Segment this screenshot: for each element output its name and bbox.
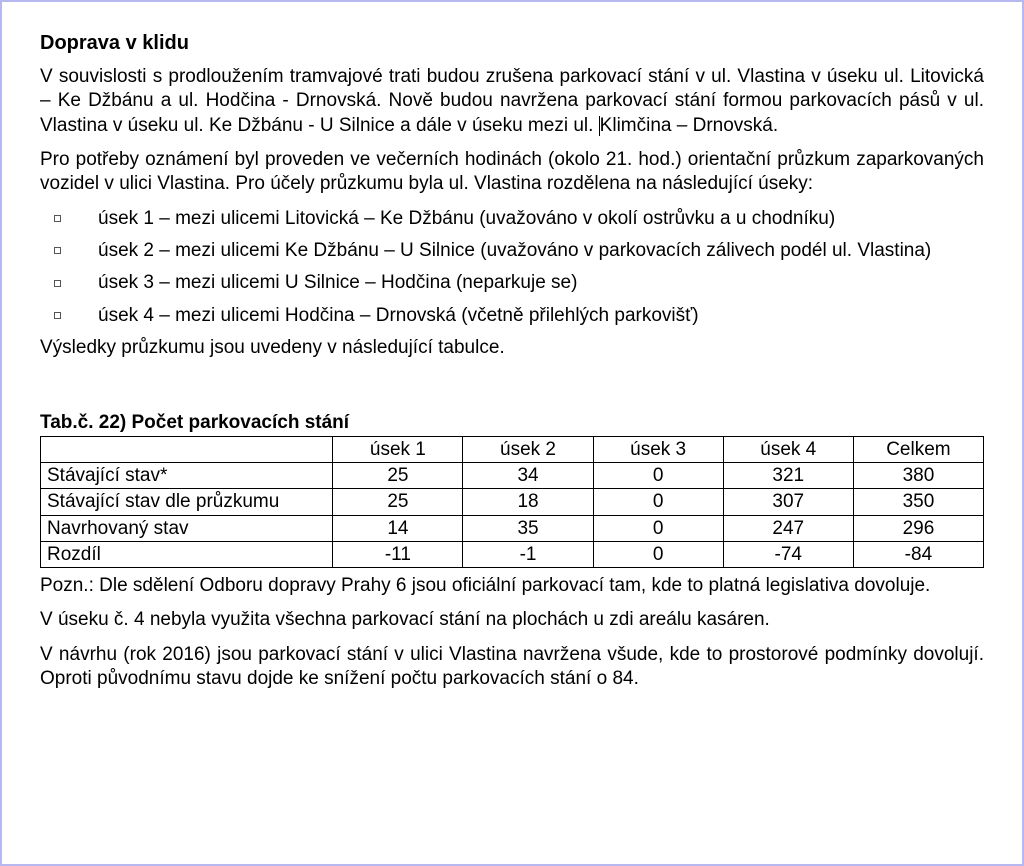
paragraph-1b: Klimčina – Drnovská. (600, 115, 778, 136)
table-cell: 0 (593, 541, 723, 567)
footnote-3: V návrhu (rok 2016) jsou parkovací stání… (40, 643, 984, 692)
table-row: Stávající stav dle průzkumu 25 18 0 307 … (41, 489, 984, 515)
square-bullet-icon (54, 280, 61, 287)
table-cell: 380 (853, 463, 983, 489)
table-header-row: úsek 1 úsek 2 úsek 3 úsek 4 Celkem (41, 437, 984, 463)
list-item: úsek 3 – mezi ulicemi U Silnice – Hodčin… (54, 271, 984, 295)
list-item-text: úsek 1 – mezi ulicemi Litovická – Ke Džb… (98, 208, 835, 229)
table-cell-label: Navrhovaný stav (41, 515, 333, 541)
table-cell: 0 (593, 515, 723, 541)
table-cell: 18 (463, 489, 593, 515)
list-item: úsek 1 – mezi ulicemi Litovická – Ke Džb… (54, 207, 984, 231)
table-cell-label: Rozdíl (41, 541, 333, 567)
list-item: úsek 4 – mezi ulicemi Hodčina – Drnovská… (54, 304, 984, 328)
table-cell: 350 (853, 489, 983, 515)
table-cell: 296 (853, 515, 983, 541)
paragraph-3: Výsledky průzkumu jsou uvedeny v následu… (40, 336, 984, 360)
paragraph-1a: V souvislosti s prodloužením tramvajové … (40, 66, 984, 136)
footnote-1: Pozn.: Dle sdělení Odboru dopravy Prahy … (40, 574, 984, 598)
section-list: úsek 1 – mezi ulicemi Litovická – Ke Džb… (40, 207, 984, 328)
list-item-text: úsek 3 – mezi ulicemi U Silnice – Hodčin… (98, 272, 577, 293)
table-cell: 307 (723, 489, 853, 515)
table-cell: 35 (463, 515, 593, 541)
table-cell: -84 (853, 541, 983, 567)
table-cell: 247 (723, 515, 853, 541)
table-header-cell: úsek 3 (593, 437, 723, 463)
table-cell: 25 (333, 489, 463, 515)
list-item-text: úsek 4 – mezi ulicemi Hodčina – Drnovská… (98, 305, 699, 326)
table-header-cell: úsek 4 (723, 437, 853, 463)
square-bullet-icon (54, 312, 61, 319)
table-cell: 321 (723, 463, 853, 489)
table-cell: 34 (463, 463, 593, 489)
table-caption: Tab.č. 22) Počet parkovacích stání (40, 412, 984, 434)
footnote-2: V úseku č. 4 nebyla využita všechna park… (40, 608, 984, 632)
section-heading: Doprava v klidu (40, 32, 984, 55)
square-bullet-icon (54, 215, 61, 222)
table-cell: 0 (593, 463, 723, 489)
table-header-cell: úsek 2 (463, 437, 593, 463)
table-cell-label: Stávající stav dle průzkumu (41, 489, 333, 515)
table-header-cell: Celkem (853, 437, 983, 463)
table-row: Stávající stav* 25 34 0 321 380 (41, 463, 984, 489)
table-header-cell: úsek 1 (333, 437, 463, 463)
table-cell: -11 (333, 541, 463, 567)
table-cell: 14 (333, 515, 463, 541)
table-cell: -74 (723, 541, 853, 567)
paragraph-2: Pro potřeby oznámení byl proveden ve več… (40, 148, 984, 197)
square-bullet-icon (54, 247, 61, 254)
table-cell-label: Stávající stav* (41, 463, 333, 489)
list-item-text: úsek 2 – mezi ulicemi Ke Džbánu – U Siln… (98, 240, 931, 261)
parking-table: úsek 1 úsek 2 úsek 3 úsek 4 Celkem Stáva… (40, 436, 984, 568)
table-row: Rozdíl -11 -1 0 -74 -84 (41, 541, 984, 567)
list-item: úsek 2 – mezi ulicemi Ke Džbánu – U Siln… (54, 239, 984, 263)
table-cell: 0 (593, 489, 723, 515)
table-header-cell (41, 437, 333, 463)
table-cell: -1 (463, 541, 593, 567)
table-row: Navrhovaný stav 14 35 0 247 296 (41, 515, 984, 541)
paragraph-1: V souvislosti s prodloužením tramvajové … (40, 65, 984, 138)
table-cell: 25 (333, 463, 463, 489)
